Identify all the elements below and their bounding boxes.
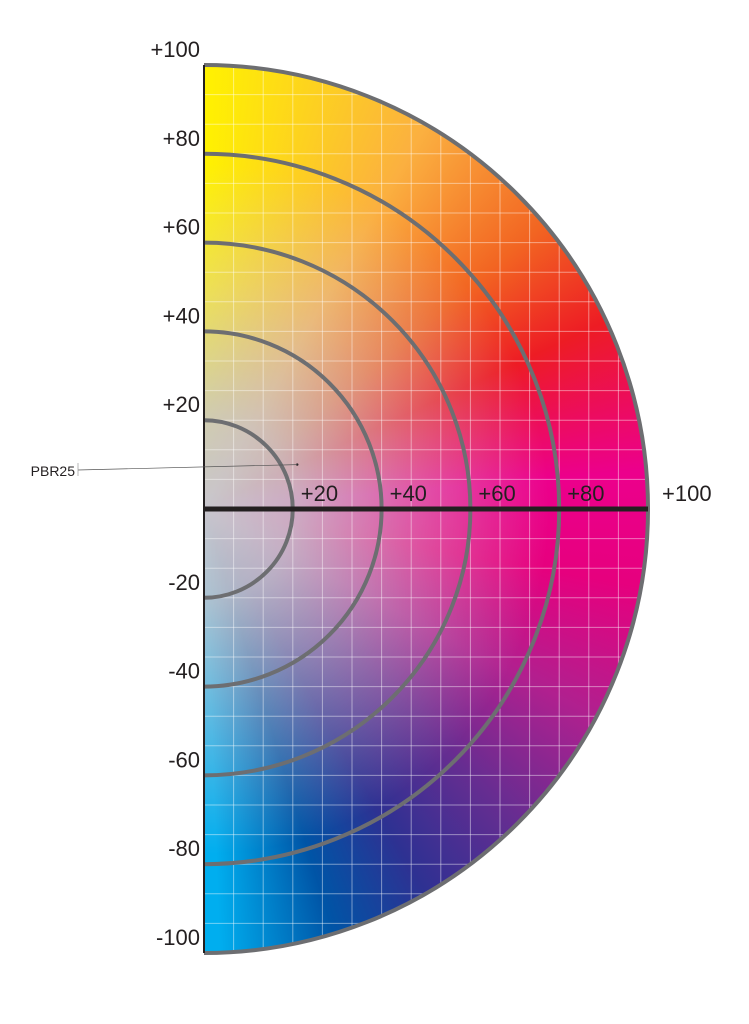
x-tick-label: +60 (478, 481, 515, 506)
x-tick-label: +100 (662, 481, 712, 506)
y-tick-label: -60 (168, 747, 200, 772)
y-tick-label: -20 (168, 570, 200, 595)
y-tick-label: -40 (168, 659, 200, 684)
x-tick-label: +40 (390, 481, 427, 506)
y-tick-label: +60 (163, 215, 200, 240)
x-tick-label: +80 (567, 481, 604, 506)
data-point (296, 463, 299, 466)
point-label: PBR25 (31, 463, 76, 479)
y-tick-label: +20 (163, 392, 200, 417)
y-tick-label: +40 (163, 303, 200, 328)
y-tick-label: -80 (168, 836, 200, 861)
y-tick-label: +80 (163, 126, 200, 151)
y-tick-label: -100 (156, 925, 200, 950)
x-tick-label: +20 (301, 481, 338, 506)
leader-line (77, 464, 298, 471)
y-tick-label: +100 (150, 37, 200, 62)
